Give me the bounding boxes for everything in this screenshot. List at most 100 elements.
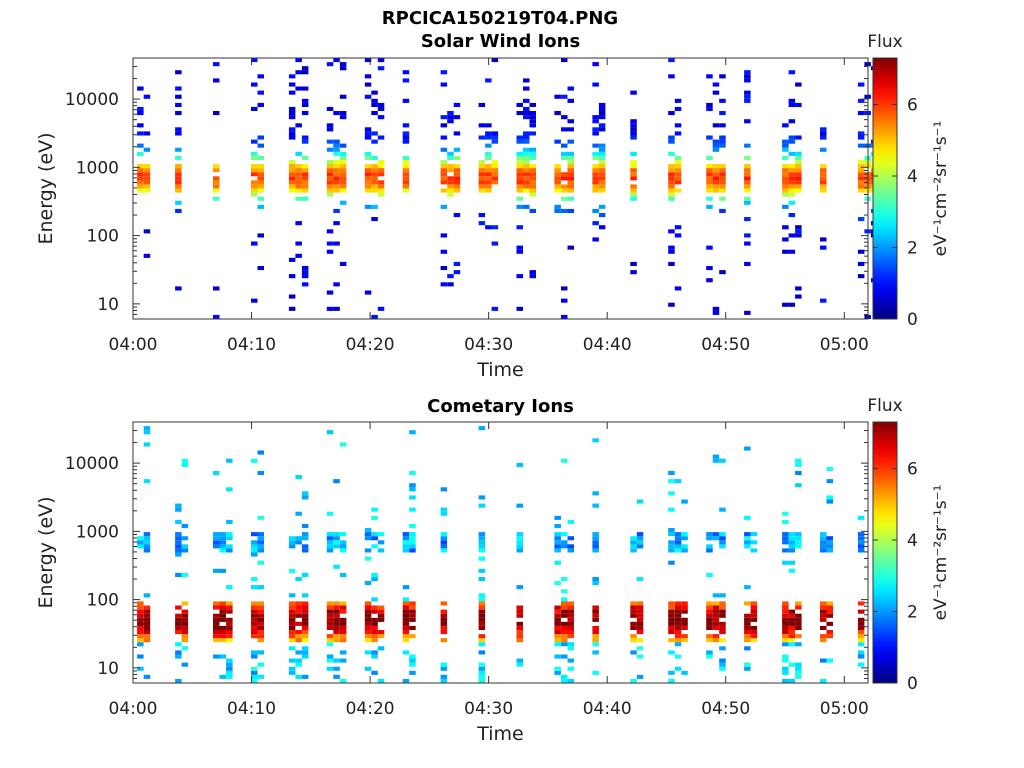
flux-cell — [668, 528, 675, 533]
flux-cell — [567, 119, 574, 124]
flux-cell — [219, 568, 226, 573]
flux-cell — [516, 188, 523, 193]
flux-cell — [295, 638, 302, 643]
flux-cell — [364, 184, 372, 189]
flux-cell — [630, 151, 637, 156]
flux-cell — [301, 609, 309, 614]
flux-cell — [719, 593, 726, 598]
flux-cell — [529, 184, 536, 189]
flux-cell — [744, 196, 751, 201]
x-tick-label: 04:00 — [109, 699, 158, 719]
flux-cell — [668, 609, 675, 614]
flux-cell — [440, 613, 448, 618]
flux-cell — [137, 617, 144, 622]
flux-cell — [257, 674, 264, 679]
flux-cell — [377, 115, 385, 120]
flux-cell — [447, 180, 454, 185]
flux-cell — [674, 188, 682, 193]
flux-cell — [333, 111, 340, 116]
flux-cell — [826, 630, 833, 635]
flux-cell — [744, 200, 751, 205]
flux-cell — [561, 314, 568, 319]
flux-cell — [143, 621, 151, 626]
flux-cell — [219, 654, 226, 659]
flux-cell — [706, 74, 713, 79]
flux-cell — [377, 306, 385, 311]
flux-cell — [719, 601, 726, 606]
flux-cell — [402, 621, 410, 626]
flux-cell — [301, 613, 309, 618]
flux-cell — [301, 188, 309, 193]
flux-cell — [251, 458, 258, 463]
flux-cell — [288, 634, 296, 639]
flux-cell — [409, 540, 416, 545]
flux-cell — [251, 548, 258, 553]
flux-cell — [175, 544, 182, 549]
flux-cell — [561, 625, 568, 630]
flux-cell — [251, 601, 258, 606]
flux-cell — [447, 155, 454, 160]
flux-cell — [339, 200, 347, 205]
flux-cell — [744, 634, 751, 639]
flux-cell — [219, 609, 226, 614]
flux-cell — [826, 621, 833, 626]
flux-cell — [820, 605, 827, 610]
flux-cell — [251, 621, 258, 626]
flux-cell — [175, 625, 182, 630]
flux-cell — [175, 172, 182, 177]
flux-cell — [440, 70, 448, 75]
flux-cell — [567, 630, 574, 635]
flux-cell — [181, 634, 189, 639]
flux-cell — [402, 168, 410, 173]
flux-cell — [175, 642, 182, 647]
flux-cell — [744, 78, 751, 83]
flux-cell — [795, 544, 802, 549]
flux-cell — [674, 479, 682, 484]
flux-cell — [630, 621, 637, 626]
flux-cell — [251, 634, 258, 639]
flux-cell — [712, 143, 720, 148]
flux-cell — [668, 532, 675, 537]
flux-cell — [409, 617, 416, 622]
flux-cell — [592, 188, 599, 193]
flux-cell — [744, 176, 751, 181]
flux-cell — [295, 196, 302, 201]
flux-cell — [561, 609, 568, 614]
flux-cell — [674, 532, 682, 537]
flux-cell — [674, 548, 682, 553]
flux-cell — [301, 605, 309, 610]
figure-title: RPCICA150219T04.PNG — [382, 8, 618, 29]
flux-cell — [251, 172, 258, 177]
flux-cell — [333, 188, 340, 193]
flux-cell — [567, 208, 574, 213]
flux-cell — [598, 127, 606, 132]
flux-cell — [478, 662, 486, 667]
flux-cell — [257, 540, 264, 545]
flux-cell — [630, 188, 637, 193]
flux-cell — [175, 621, 182, 626]
flux-cell — [143, 176, 151, 181]
flux-cell — [706, 180, 713, 185]
flux-cell — [333, 609, 340, 614]
flux-cell — [706, 266, 713, 271]
flux-cell — [744, 168, 751, 173]
flux-cell — [516, 160, 523, 165]
flux-cell — [453, 270, 461, 275]
flux-cell — [333, 625, 340, 630]
flux-cell — [826, 544, 833, 549]
flux-cell — [371, 577, 378, 582]
flux-cell — [820, 184, 827, 189]
flux-cell — [554, 524, 561, 529]
flux-cell — [674, 180, 682, 185]
flux-cell — [339, 650, 347, 655]
flux-cell — [213, 621, 220, 626]
flux-cell — [674, 164, 682, 169]
flux-cell — [788, 249, 796, 254]
flux-cell — [478, 597, 486, 602]
flux-cell — [440, 168, 448, 173]
flux-cell — [295, 630, 302, 635]
flux-cell — [175, 86, 182, 91]
flux-cell — [257, 188, 264, 193]
flux-cell — [181, 621, 189, 626]
flux-cell — [567, 678, 574, 683]
